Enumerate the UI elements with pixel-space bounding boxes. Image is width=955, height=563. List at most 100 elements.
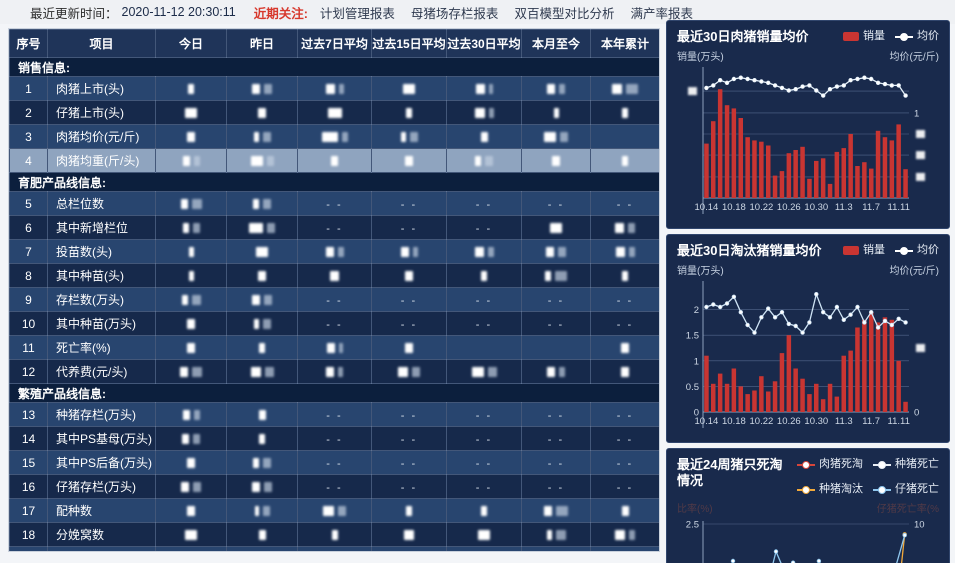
redacted-value [258, 271, 266, 282]
table-cell [371, 359, 447, 384]
redacted-value [262, 132, 271, 143]
empty-value: - - [400, 294, 418, 307]
table-cell [371, 239, 447, 264]
redacted-value [187, 506, 195, 517]
table-cell [226, 474, 298, 499]
redacted-value [403, 84, 415, 95]
redacted-value [555, 271, 567, 282]
redacted-value [256, 247, 268, 258]
svg-text:11.3: 11.3 [835, 202, 853, 213]
legend-item[interactable]: 种猪死亡 [873, 457, 939, 472]
topbar-link[interactable]: 双百模型对比分析 [514, 6, 615, 21]
redacted-value [559, 367, 565, 378]
table-row[interactable]: 4 肉猪均重(斤/头) [9, 148, 659, 173]
redacted-value [546, 530, 552, 541]
table-row[interactable]: 8 其中种苗(头) [9, 263, 659, 288]
redacted-value [253, 458, 259, 469]
table-row[interactable]: 14 其中PS基母(万头) - - - - - - - - - - [9, 426, 659, 451]
svg-text:10.26: 10.26 [777, 202, 801, 213]
row-number: 19 [9, 546, 48, 551]
table-cell [521, 215, 591, 240]
table-row[interactable]: 16 仔猪存栏(万头) - - - - - - - - - - [9, 474, 659, 499]
legend-label: 均价 [917, 30, 939, 42]
svg-text:1: 1 [914, 108, 919, 119]
table-cell: - - [521, 474, 591, 499]
svg-text:11.11: 11.11 [888, 416, 910, 427]
table-row[interactable]: 3 肉猪均价(元/斤) [9, 124, 659, 149]
row-label: 其中PS后备(万头) [47, 450, 156, 475]
section-label: 繁殖产品线信息: [9, 383, 659, 403]
redacted-value [615, 247, 625, 258]
chart-plot: 10.14 10.18 10.22 10.26 10.30 11.3 11.7 11.11 1 [688, 67, 925, 214]
legend-item[interactable]: 肉猪死淘 [797, 457, 863, 472]
table-cell [297, 359, 372, 384]
table-row[interactable]: 7 投苗数(头) [9, 239, 659, 264]
table-row[interactable]: 5 总栏位数 - - - - - - - - - - [9, 191, 659, 216]
svg-text:2.5: 2.5 [686, 520, 699, 531]
empty-value: - - [400, 409, 418, 422]
redacted-value [615, 530, 625, 541]
redacted-value [191, 199, 202, 210]
table-cell [155, 148, 227, 173]
table-row[interactable]: 11 死亡率(%) [9, 335, 659, 360]
redacted-value [185, 530, 197, 541]
table-row[interactable]: 9 存栏数(万头) - - - - - - - - - - [9, 287, 659, 312]
legend-label: 均价 [917, 244, 939, 256]
redacted-value [474, 247, 484, 258]
empty-value: - - [616, 481, 634, 494]
legend-item[interactable]: 均价 [895, 243, 939, 258]
empty-value: - - [475, 481, 493, 494]
svg-text:11.7: 11.7 [862, 416, 880, 427]
redacted-value [185, 108, 197, 119]
table-row[interactable]: 13 种猪存栏(万头) - - - - - - - - - - [9, 402, 659, 427]
topbar-link[interactable]: 母猪场存栏报表 [410, 6, 499, 21]
table-cell [590, 239, 659, 264]
table-row[interactable]: 6 其中新增栏位 - - - - - - [9, 215, 659, 240]
row-number: 10 [9, 311, 48, 336]
table-row[interactable]: 12 代养费(元/头) [9, 359, 659, 384]
table-cell [226, 450, 298, 475]
table-cell [155, 76, 227, 101]
redacted-value [338, 84, 344, 95]
table-row[interactable]: 19窝均活仔(头/窝) [9, 546, 659, 551]
table-cell [590, 148, 659, 173]
table-cell [521, 359, 591, 384]
legend-item[interactable]: 均价 [895, 29, 939, 44]
table-cell [155, 522, 227, 547]
legend-item[interactable]: 种猪淘汰 [797, 482, 863, 497]
legend-item[interactable]: 销量 [843, 243, 885, 258]
redacted-value [181, 482, 189, 493]
table-row[interactable]: 2 仔猪上市(头) [9, 100, 659, 125]
legend-line-swatch-icon [873, 485, 891, 494]
table-cell [155, 311, 227, 336]
table-row[interactable]: 10 其中种苗(万头) - - - - - - - - - - [9, 311, 659, 336]
redacted-value [182, 156, 190, 167]
legend-item[interactable]: 销量 [843, 29, 885, 44]
topbar-link[interactable]: 计划管理报表 [319, 6, 395, 21]
redacted-value [187, 458, 195, 469]
row-label: 总栏位数 [47, 191, 156, 216]
table-cell [226, 100, 298, 125]
table-row[interactable]: 15 其中PS后备(万头) - - - - - - - - - - [9, 450, 659, 475]
table-cell: - - [590, 450, 659, 475]
table-cell [226, 335, 298, 360]
topbar-link[interactable]: 满产率报表 [630, 6, 693, 21]
empty-value: - - [475, 318, 493, 331]
legend-label: 种猪死亡 [895, 458, 939, 470]
table-cell: - - [590, 191, 659, 216]
table-cell [226, 426, 298, 451]
table-row[interactable]: 18 分娩窝数 [9, 522, 659, 547]
redacted-value [187, 343, 195, 354]
table-row[interactable]: 17 配种数 [9, 498, 659, 523]
redacted-value [621, 506, 629, 517]
row-number: 12 [9, 359, 48, 384]
redacted-value [266, 156, 274, 167]
table-cell: - - [521, 191, 591, 216]
table-cell [371, 100, 447, 125]
svg-text:11.7: 11.7 [862, 202, 880, 213]
table-row[interactable]: 1 肉猪上市(头) [9, 76, 659, 101]
legend-item[interactable]: 仔猪死亡 [873, 482, 939, 497]
table-cell: - - [297, 215, 372, 240]
redacted-value [405, 343, 413, 354]
column-header: 项目 [47, 29, 156, 58]
